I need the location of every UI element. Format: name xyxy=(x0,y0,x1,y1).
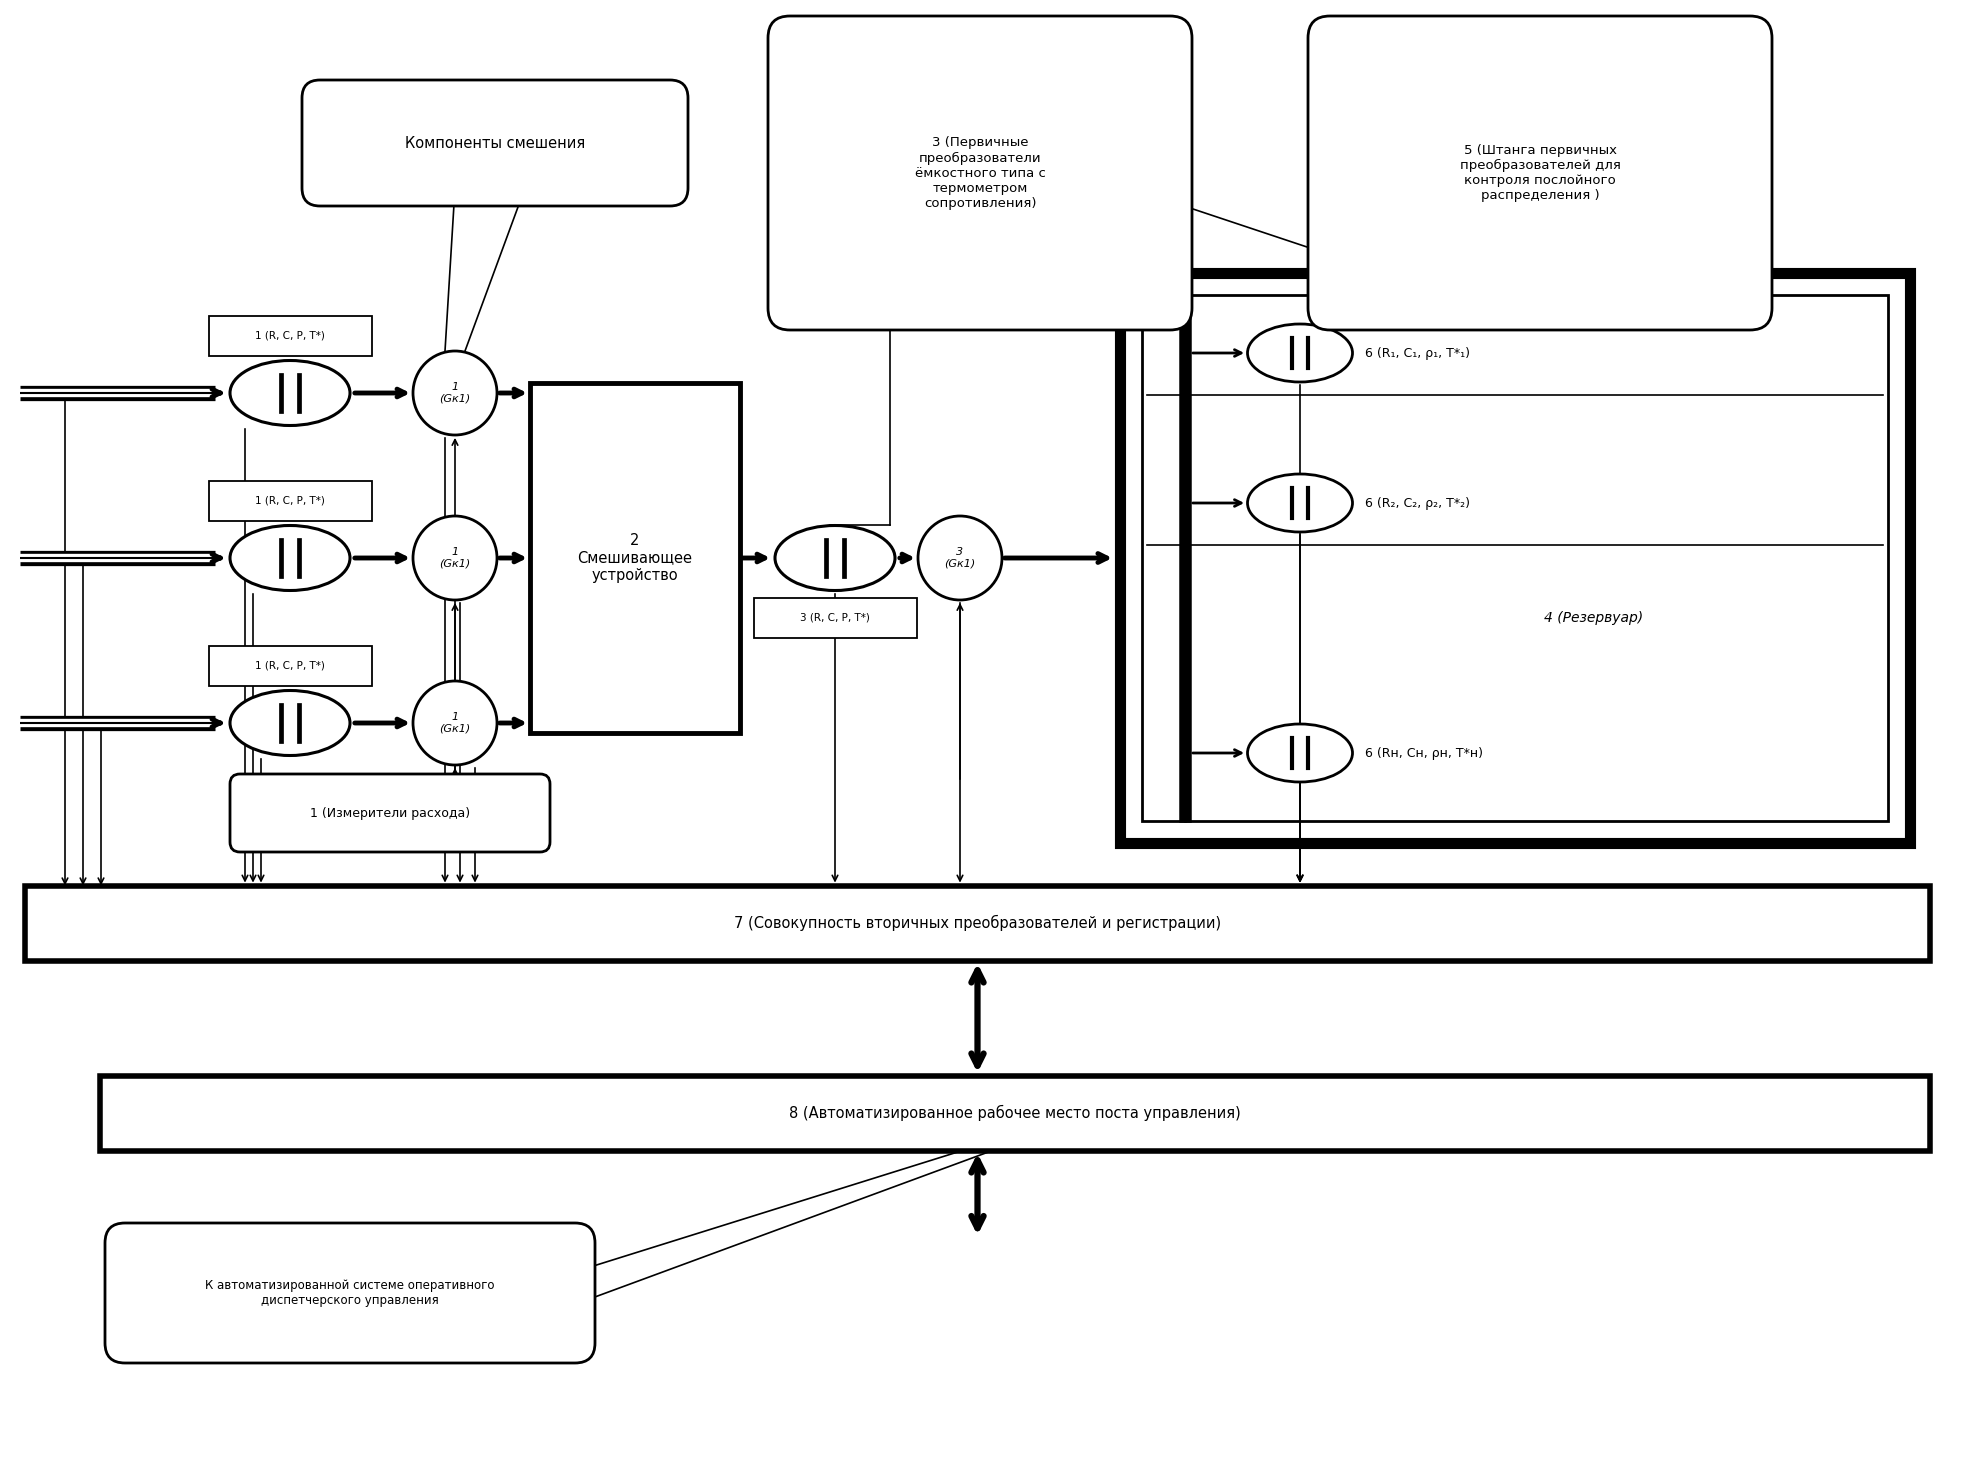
Ellipse shape xyxy=(1248,725,1353,782)
Circle shape xyxy=(412,681,497,764)
FancyBboxPatch shape xyxy=(208,647,371,686)
FancyBboxPatch shape xyxy=(1142,295,1888,820)
FancyBboxPatch shape xyxy=(1121,273,1910,843)
Text: 7 (Совокупность вторичных преобразователей и регистрации): 7 (Совокупность вторичных преобразовател… xyxy=(734,915,1221,931)
Circle shape xyxy=(412,516,497,600)
Ellipse shape xyxy=(230,361,349,426)
Text: 3
(Gк1): 3 (Gк1) xyxy=(944,546,976,569)
FancyBboxPatch shape xyxy=(530,383,740,734)
FancyBboxPatch shape xyxy=(1307,16,1773,330)
Text: 1
(Gк1): 1 (Gк1) xyxy=(440,713,471,734)
Text: 3 (Первичные
преобразователи
ёмкостного типа с
термометром
сопротивления): 3 (Первичные преобразователи ёмкостного … xyxy=(915,137,1046,209)
Text: К автоматизированной системе оперативного
диспетчерского управления: К автоматизированной системе оперативног… xyxy=(206,1279,495,1307)
FancyBboxPatch shape xyxy=(302,80,687,206)
Ellipse shape xyxy=(230,526,349,591)
FancyBboxPatch shape xyxy=(230,773,550,851)
Text: Компоненты смешения: Компоненты смешения xyxy=(404,136,585,150)
FancyBboxPatch shape xyxy=(100,1075,1930,1150)
Text: 6 (R₁, C₁, ρ₁, T*₁): 6 (R₁, C₁, ρ₁, T*₁) xyxy=(1364,346,1470,359)
FancyBboxPatch shape xyxy=(104,1223,595,1363)
Ellipse shape xyxy=(775,526,895,591)
Text: 5 (Штанга первичных
преобразователей для
контроля послойного
распределения ): 5 (Штанга первичных преобразователей для… xyxy=(1460,144,1619,202)
Ellipse shape xyxy=(230,691,349,756)
Text: 1
(Gк1): 1 (Gк1) xyxy=(440,382,471,404)
FancyBboxPatch shape xyxy=(208,317,371,356)
FancyBboxPatch shape xyxy=(208,482,371,521)
FancyBboxPatch shape xyxy=(768,16,1192,330)
Text: 6 (Rн, Cн, ρн, T*н): 6 (Rн, Cн, ρн, T*н) xyxy=(1364,747,1482,760)
Circle shape xyxy=(412,351,497,435)
Text: 6 (R₂, C₂, ρ₂, T*₂): 6 (R₂, C₂, ρ₂, T*₂) xyxy=(1364,496,1470,510)
Circle shape xyxy=(919,516,1001,600)
Text: 1 (R, C, P, T*): 1 (R, C, P, T*) xyxy=(255,331,326,342)
Ellipse shape xyxy=(1248,474,1353,532)
Text: 8 (Автоматизированное рабочее место поста управления): 8 (Автоматизированное рабочее место пост… xyxy=(789,1105,1241,1121)
FancyBboxPatch shape xyxy=(26,885,1930,960)
Text: 4 (Резервуар): 4 (Резервуар) xyxy=(1545,611,1643,625)
Text: 1 (R, C, P, T*): 1 (R, C, P, T*) xyxy=(255,496,326,507)
Text: 2
Смешивающее
устройство: 2 Смешивающее устройство xyxy=(577,533,693,583)
Text: 1
(Gк1): 1 (Gк1) xyxy=(440,546,471,569)
Ellipse shape xyxy=(1248,324,1353,382)
Text: 1 (Измерители расхода): 1 (Измерители расхода) xyxy=(310,807,469,819)
Text: 1 (R, C, P, T*): 1 (R, C, P, T*) xyxy=(255,661,326,672)
Text: 3 (R, C, P, T*): 3 (R, C, P, T*) xyxy=(801,613,870,623)
FancyBboxPatch shape xyxy=(754,598,917,638)
